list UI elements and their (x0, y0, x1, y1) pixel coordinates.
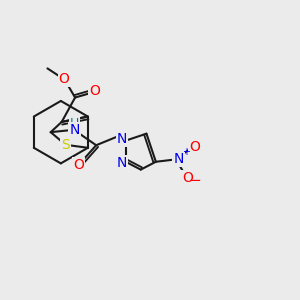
Text: H: H (70, 117, 79, 130)
Text: +: + (182, 147, 190, 157)
Text: −: − (188, 173, 201, 188)
Text: O: O (58, 72, 70, 86)
Text: N: N (69, 123, 80, 137)
Text: O: O (90, 84, 101, 98)
Text: O: O (73, 158, 84, 172)
Text: S: S (61, 138, 70, 152)
Text: N: N (173, 152, 184, 166)
Text: N: N (117, 156, 127, 170)
Text: O: O (182, 171, 193, 185)
Text: N: N (117, 132, 127, 146)
Text: O: O (189, 140, 200, 154)
